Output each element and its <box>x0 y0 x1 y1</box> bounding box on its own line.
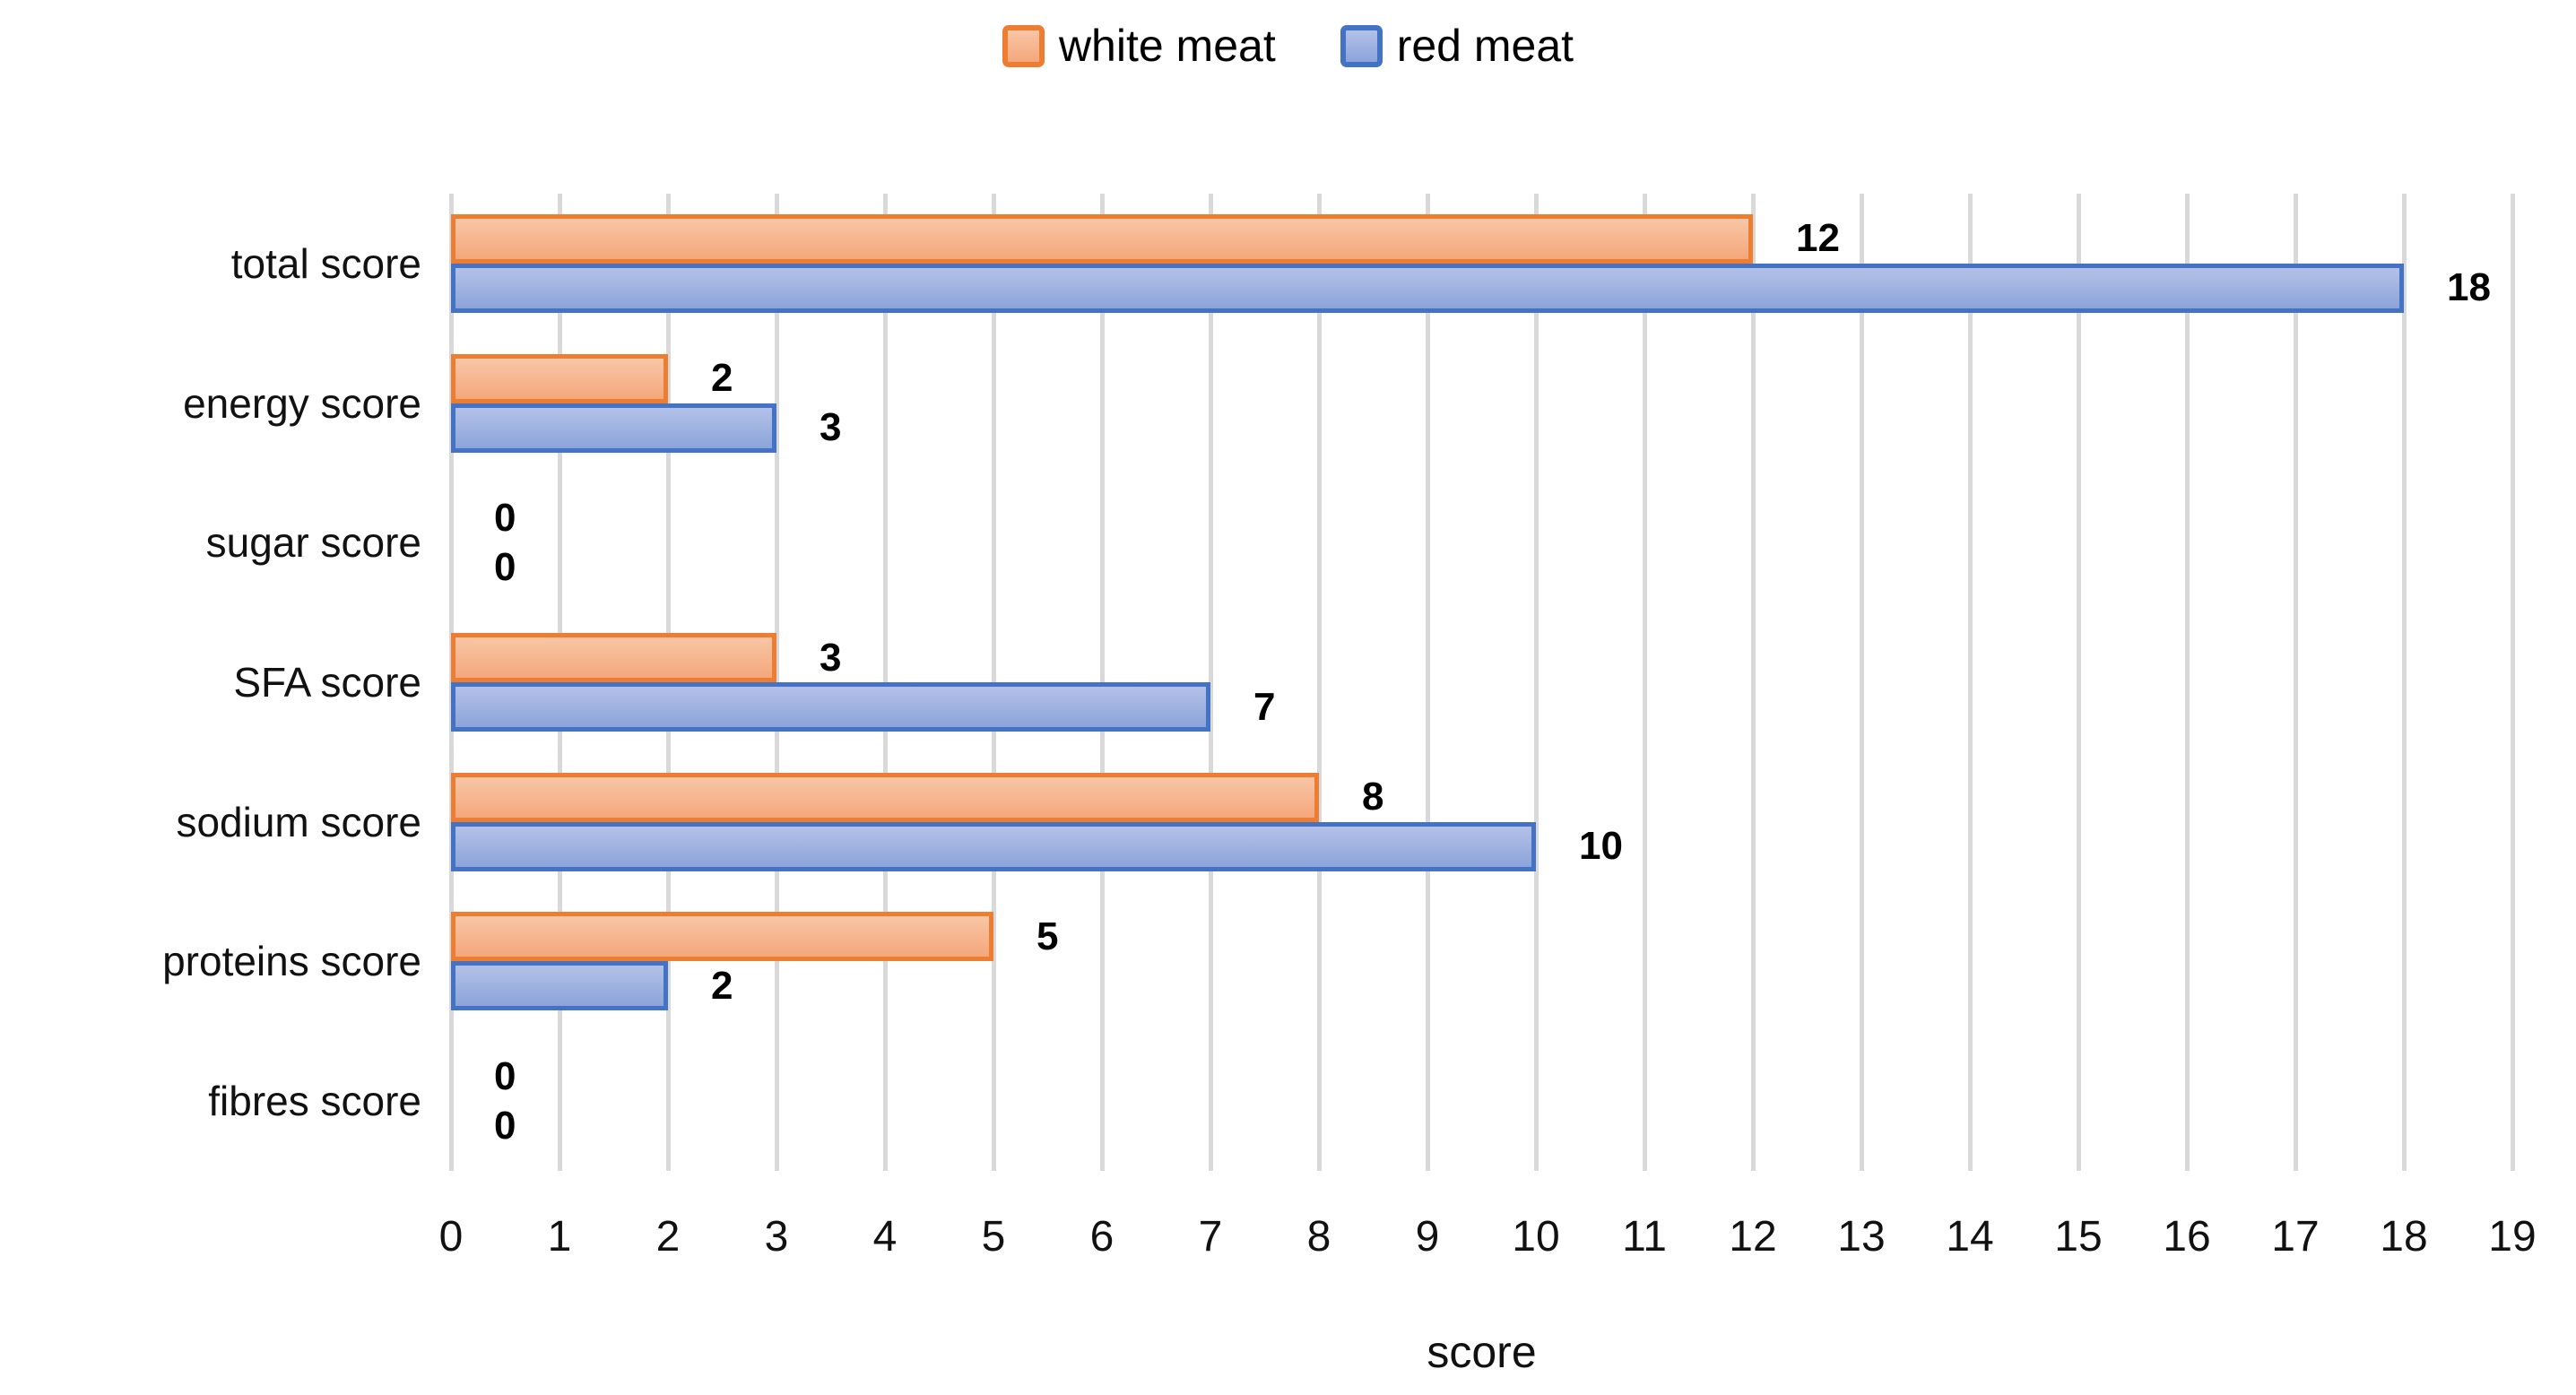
gridline <box>1534 194 1539 1171</box>
gridline <box>2077 194 2081 1171</box>
white-meat-swatch-icon <box>1002 24 1045 67</box>
data-label: 3 <box>820 635 842 680</box>
x-tick-label: 3 <box>764 1213 789 1261</box>
data-label: 7 <box>1253 684 1276 729</box>
gridline <box>1317 194 1322 1171</box>
legend: white meat red meat <box>0 23 2576 68</box>
data-label: 18 <box>2447 265 2491 310</box>
bar-white-meat-SFA-score <box>451 633 776 682</box>
bar-white-meat-total-score <box>451 213 1753 264</box>
legend-label-white-meat: white meat <box>1058 21 1276 71</box>
x-tick-label: 1 <box>547 1213 572 1261</box>
x-tick-label: 19 <box>2488 1213 2537 1261</box>
x-axis-title: score <box>1427 1327 1537 1377</box>
gridline <box>2402 194 2407 1171</box>
category-label: proteins score <box>162 938 421 985</box>
data-label: 0 <box>494 544 516 589</box>
category-label: total score <box>230 239 421 287</box>
bar-red-meat-total-score <box>451 263 2404 313</box>
data-label: 2 <box>711 356 733 401</box>
bar-red-meat-SFA-score <box>451 682 1210 732</box>
data-label: 0 <box>494 1053 516 1098</box>
category-label: sodium score <box>176 798 421 845</box>
gridline <box>2511 194 2515 1171</box>
x-tick-label: 10 <box>1512 1213 1560 1261</box>
legend-item-red-meat: red meat <box>1340 23 1574 68</box>
gridline <box>1751 194 1756 1171</box>
legend-item-white-meat: white meat <box>1002 23 1276 68</box>
data-label: 0 <box>494 1103 516 1148</box>
data-label: 3 <box>820 405 842 450</box>
x-tick-label: 14 <box>1946 1213 1994 1261</box>
x-tick-label: 2 <box>655 1213 681 1261</box>
gridline <box>1860 194 1864 1171</box>
bar-red-meat-sodium-score <box>451 821 1536 871</box>
x-tick-label: 12 <box>1729 1213 1777 1261</box>
x-tick-label: 8 <box>1306 1213 1331 1261</box>
gridline <box>1426 194 1430 1171</box>
x-tick-label: 5 <box>981 1213 1006 1261</box>
red-meat-swatch-icon <box>1340 24 1383 67</box>
gridline <box>2185 194 2190 1171</box>
data-label: 5 <box>1036 914 1059 958</box>
legend-label-red-meat: red meat <box>1396 21 1574 71</box>
x-tick-label: 11 <box>1622 1213 1667 1261</box>
x-tick-label: 0 <box>438 1213 464 1261</box>
x-tick-label: 7 <box>1198 1213 1223 1261</box>
gridline <box>1643 194 1647 1171</box>
bar-white-meat-energy-score <box>451 353 668 403</box>
x-tick-label: 9 <box>1415 1213 1440 1261</box>
x-tick-label: 17 <box>2271 1213 2320 1261</box>
gridline <box>1209 194 1213 1171</box>
x-tick-label: 15 <box>2054 1213 2103 1261</box>
x-tick-label: 18 <box>2380 1213 2428 1261</box>
x-tick-label: 16 <box>2163 1213 2211 1261</box>
category-label: energy score <box>183 379 421 427</box>
bar-red-meat-proteins-score <box>451 961 668 1011</box>
data-label: 0 <box>494 495 516 540</box>
category-label: fibres score <box>208 1078 421 1125</box>
category-label: SFA score <box>233 659 421 706</box>
data-label: 8 <box>1362 775 1384 819</box>
bar-white-meat-proteins-score <box>451 912 993 962</box>
data-label: 2 <box>711 963 733 1008</box>
x-tick-label: 13 <box>1837 1213 1886 1261</box>
gridline <box>2294 194 2298 1171</box>
x-tick-label: 6 <box>1089 1213 1115 1261</box>
data-label: 10 <box>1579 824 1623 869</box>
bar-white-meat-sodium-score <box>451 772 1319 822</box>
category-label: sugar score <box>205 519 421 567</box>
data-label: 12 <box>1796 216 1840 261</box>
bar-red-meat-energy-score <box>451 403 776 453</box>
gridline <box>1968 194 1973 1171</box>
x-tick-label: 4 <box>872 1213 898 1261</box>
